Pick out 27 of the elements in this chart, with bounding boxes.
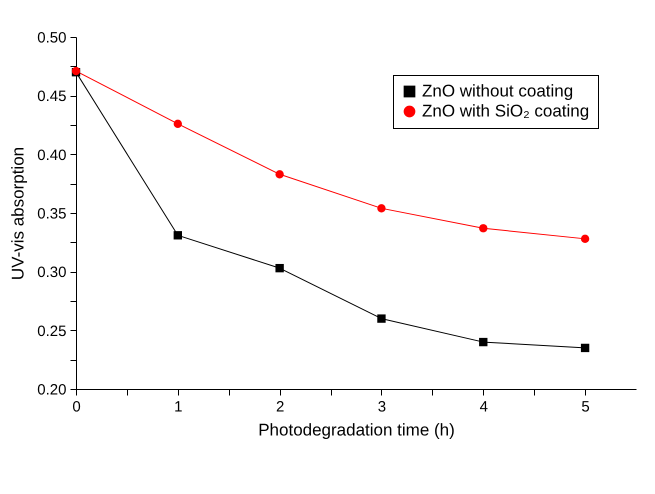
y-tick-label: 0.40 [37, 146, 66, 164]
point [479, 224, 488, 232]
y-tick-label: 0.20 [37, 382, 66, 398]
point [174, 120, 182, 128]
x-tick-label: 4 [480, 398, 488, 416]
point [377, 204, 386, 212]
x-tick-label: 0 [72, 398, 81, 416]
x-tick-label: 2 [276, 398, 284, 416]
y-tick-label: 0.45 [37, 88, 66, 106]
y-tick-label: 0.35 [37, 206, 66, 222]
x-tick-label: 5 [581, 398, 590, 416]
point [377, 314, 386, 323]
x-tick-label: 3 [378, 398, 386, 416]
x-tick-label: 1 [174, 398, 182, 416]
point [580, 234, 590, 243]
point [580, 344, 590, 352]
point [479, 338, 488, 346]
x-axis-title: Photodegradation time (h) [258, 420, 455, 440]
y-tick-label: 0.25 [37, 322, 66, 340]
y-tick-label: 0.30 [37, 264, 66, 282]
point [275, 170, 284, 178]
point [275, 264, 284, 272]
y-axis-title: UV-vis absorption [8, 146, 28, 280]
legend-label: ZnO with SiO₂ coating [422, 102, 590, 120]
point [174, 231, 182, 240]
y-tick-label: 0.50 [37, 30, 66, 46]
legend-label: ZnO without coating [422, 82, 574, 100]
